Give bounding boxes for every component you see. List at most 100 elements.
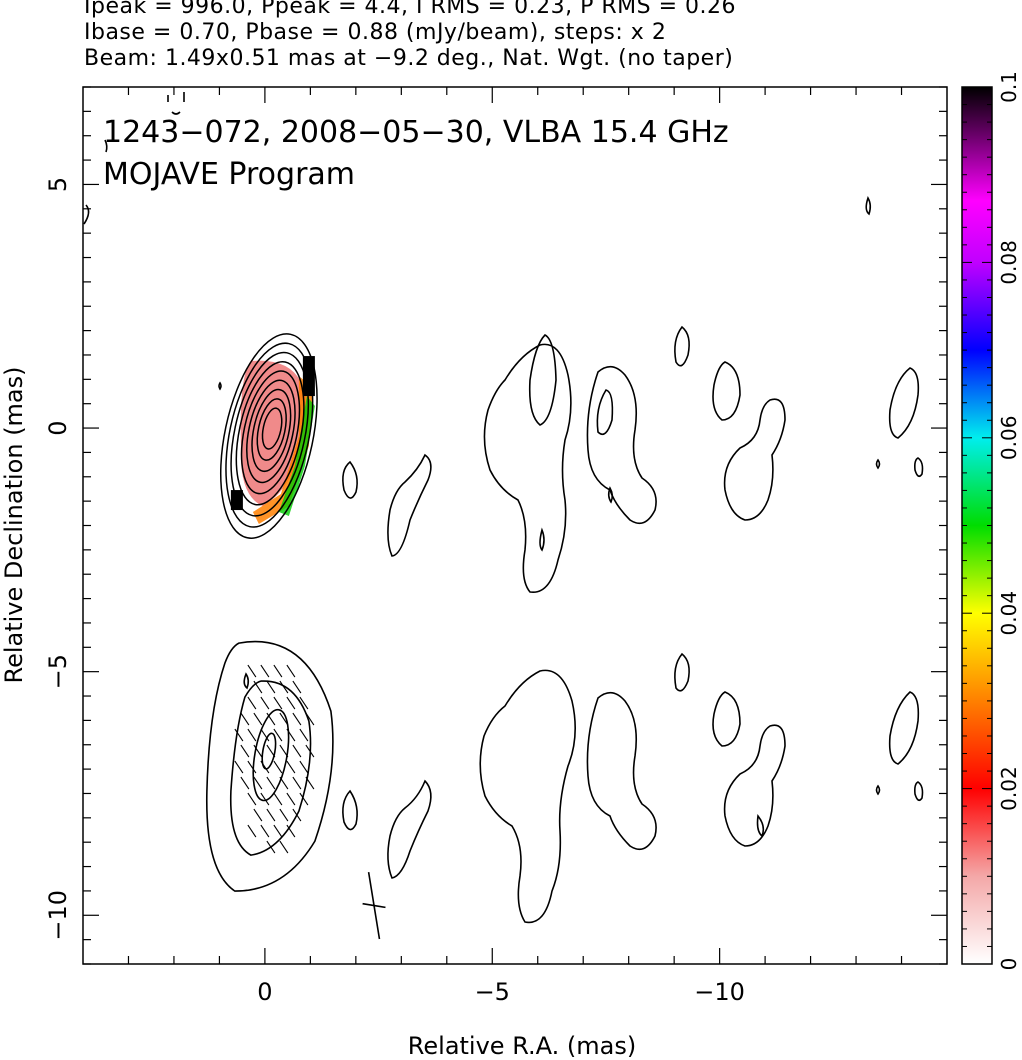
- polarization-vector: [292, 712, 302, 726]
- colorbar-tick-label: 0.04: [997, 591, 1021, 636]
- polarization-vector: [279, 776, 289, 790]
- polarization-vector: [247, 792, 257, 806]
- colorbar-tick-label: 0.1: [997, 71, 1021, 103]
- polarization-vector: [292, 808, 302, 822]
- polarization-vector: [247, 760, 257, 774]
- polarization-vector: [234, 760, 244, 774]
- polarization-vector: [260, 824, 270, 838]
- polarization-vector: [299, 792, 309, 806]
- polarization-vector: [253, 744, 263, 758]
- jet-contour: [914, 781, 924, 802]
- core-contour: [261, 407, 283, 450]
- polarization-vector: [279, 744, 289, 758]
- jet-contour: [888, 367, 920, 439]
- polarization-vector: [260, 728, 270, 742]
- jet-contour: [586, 691, 657, 851]
- fractional-polarization-edge-green: [278, 396, 315, 517]
- polarization-vector: [286, 792, 296, 806]
- polarization-vector: [260, 792, 270, 806]
- polarization-vector: [299, 728, 309, 742]
- polarization-vector: [234, 728, 244, 742]
- polarization-vector: [286, 664, 296, 678]
- polarization-vector: [305, 776, 315, 790]
- lower-mid-contour: [229, 680, 312, 856]
- polarization-vector: [253, 680, 263, 694]
- polarization-vector: [273, 696, 283, 710]
- jet-contour: [756, 814, 765, 838]
- polarization-vector: [286, 824, 296, 838]
- polarization-vector: [240, 776, 250, 790]
- polarization-vector: [260, 664, 270, 678]
- header-line-3: Beam: 1.49x0.51 mas at −9.2 deg., Nat. W…: [84, 46, 734, 71]
- colorbar-tick-label: 0.08: [997, 240, 1021, 285]
- polarization-vector: [292, 744, 302, 758]
- jet-contour: [596, 389, 614, 436]
- polarization-vector: [253, 808, 263, 822]
- polarization-vector: [240, 744, 250, 758]
- polarization-vector: [279, 840, 289, 854]
- edge-contour: [104, 139, 108, 153]
- polarization-vector: [279, 712, 289, 726]
- jet-contour: [723, 398, 786, 521]
- jet-contour: [712, 361, 741, 421]
- polarization-vector: [286, 760, 296, 774]
- lower-inner-contour: [252, 708, 290, 802]
- plot-title-line-2: MOJAVE Program: [103, 157, 355, 192]
- polarization-vector: [273, 792, 283, 806]
- jet-contour: [243, 672, 250, 690]
- polarization-vector: [260, 760, 270, 774]
- polarization-vector: [273, 760, 283, 774]
- core-contour: [219, 333, 318, 539]
- header-line-2: Ibase = 0.70, Pbase = 0.88 (mJy/beam), s…: [84, 20, 667, 45]
- x-tick-label: 0: [257, 978, 272, 1006]
- core-contour: [251, 388, 292, 473]
- polarization-vector: [273, 824, 283, 838]
- jet-contour: [674, 325, 690, 367]
- x-tick-label: −5: [475, 978, 510, 1006]
- jet-contour: [483, 343, 572, 593]
- polarization-vector: [299, 696, 309, 710]
- polarization-vector: [292, 776, 302, 790]
- y-tick-label: −10: [44, 890, 72, 941]
- lower-jet-group: [342, 652, 924, 924]
- polarization-vector: [247, 664, 257, 678]
- colorbar-tick-label: 0.06: [997, 416, 1021, 461]
- polarization-vector: [253, 712, 263, 726]
- jet-contour: [875, 784, 881, 796]
- polarization-vector: [266, 744, 276, 758]
- y-tick-label: 0: [44, 420, 72, 435]
- core-contour: [225, 342, 314, 528]
- polarization-vector: [266, 680, 276, 694]
- jet-contour: [723, 724, 786, 847]
- jet-contour: [674, 652, 690, 692]
- polarization-vector: [279, 680, 289, 694]
- jet-contour: [387, 779, 432, 879]
- polarization-vector: [299, 760, 309, 774]
- jet-contour: [218, 381, 222, 391]
- polarization-vector: [273, 664, 283, 678]
- polarization-vector: [305, 712, 315, 726]
- jet-contour: [479, 669, 576, 924]
- polarization-vector: [273, 728, 283, 742]
- plot-title-line-1: 1243−072, 2008−05−30, VLBA 15.4 GHz: [103, 115, 729, 150]
- y-tick-label: 5: [44, 177, 72, 192]
- lower-outer-contour: [205, 640, 334, 892]
- beam-minor-axis: [362, 902, 386, 909]
- polarization-vector: [286, 696, 296, 710]
- core-contour: [235, 360, 305, 506]
- colorbar-tick-label: 0.02: [997, 766, 1021, 811]
- x-axis-label: Relative R.A. (mas): [408, 1032, 636, 1060]
- polarization-vector: [247, 728, 257, 742]
- y-axis-label: Relative Declination (mas): [0, 366, 28, 683]
- edge-contour: [83, 204, 90, 225]
- polarization-vector: [266, 712, 276, 726]
- y-tick-label: −5: [44, 654, 72, 689]
- jet-contour: [539, 527, 545, 552]
- core-contour: [256, 398, 287, 461]
- polarization-vector: [247, 824, 257, 838]
- jet-contour: [865, 196, 872, 216]
- polarization-vector: [266, 776, 276, 790]
- polarization-vector: [286, 728, 296, 742]
- edge-contour: [167, 92, 185, 115]
- polarization-vector: [279, 808, 289, 822]
